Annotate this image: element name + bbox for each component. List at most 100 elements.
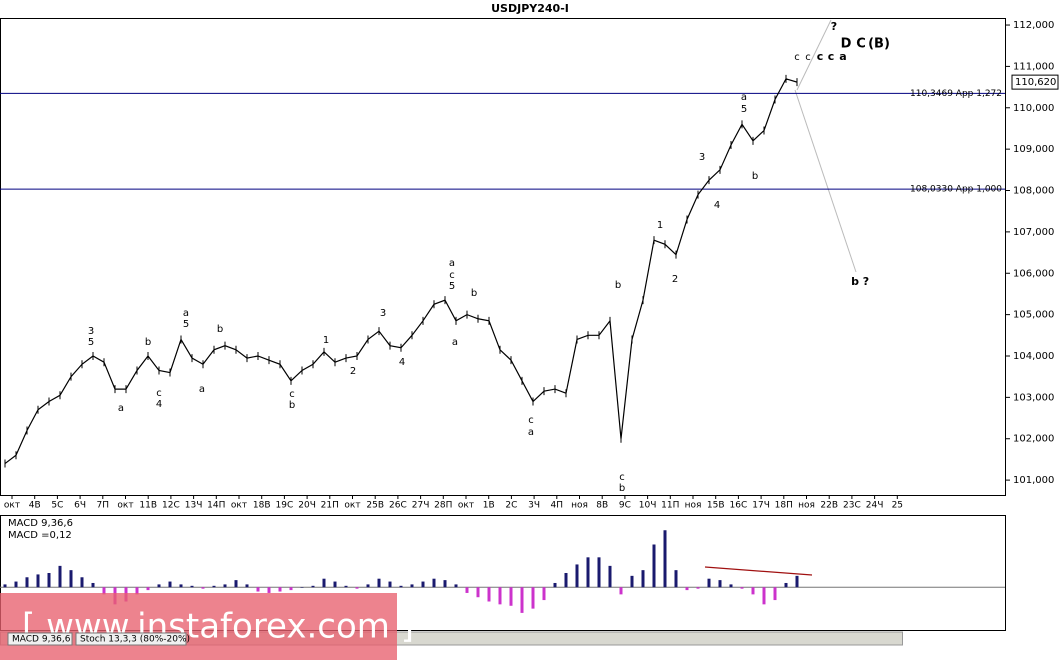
macd-bar [586,557,590,588]
macd-bar [641,570,645,588]
wave-label: b [851,275,859,288]
macd-bar [597,557,601,588]
x-tick-label: 18П [775,501,793,511]
macd-bar [685,587,689,591]
wave-label: b [145,337,151,348]
wave-label: a [741,92,747,103]
wave-label: a [118,403,124,414]
wave-label: c [449,270,455,281]
x-tick-label: ноя [798,501,815,511]
wave-label: b [217,324,223,335]
macd-bar [14,581,18,588]
macd-bar [410,584,414,588]
x-tick-label: 23С [843,501,861,511]
wave-label: 5 [741,104,747,115]
tab[interactable] [75,632,187,646]
wave-label: ? [863,275,869,288]
macd-bar [564,573,568,588]
macd-bar [696,587,700,589]
macd-bar [91,582,95,588]
wave-label: c [619,472,625,483]
tab-label[interactable]: MACD 9,36,6 [12,635,71,645]
macd-bar [674,570,678,588]
level-label: 110,3469 App 1,272 [910,89,1002,99]
x-tick-label: окт [231,501,247,511]
x-tick-label: 19С [276,501,294,511]
x-tick-label: окт [4,501,20,511]
macd-bar [344,585,348,588]
x-tick-label: 2С [505,501,517,511]
divergence-line [704,566,813,576]
macd-bar [454,584,458,588]
wave-label: c [794,52,800,63]
macd-bar [784,582,788,588]
x-tick-label: 4В [29,501,41,511]
x-tick-label: 6Ч [74,501,86,511]
macd-bar [355,587,359,589]
x-tick-label: 20Ч [298,501,316,511]
x-tick-label: 26С [389,501,407,511]
x-tick-label: 11В [139,501,157,511]
x-tick-label: 17Ч [752,501,770,511]
wave-label: c [817,50,824,63]
wave-label: a [199,384,205,395]
macd-bar [102,587,106,595]
macd-bar [212,585,216,588]
x-tick-label: 27Ч [412,501,430,511]
macd-bar [256,587,260,592]
wave-label: 3 [699,152,705,163]
x-tick-label: 8В [596,501,608,511]
macd-bar [652,544,656,588]
macd-bar [465,587,469,593]
tab-label[interactable]: Stoch 13,3,3 (80%-20%) [80,635,190,645]
macd-bar [542,587,546,601]
macd-bar [25,577,29,588]
y-tick-label: 101,000 [1013,475,1054,486]
macd-bar [663,530,667,588]
macd-bar [432,578,436,588]
macd-bar [773,587,777,601]
x-tick-label: 25 [892,501,903,511]
y-tick-label: 108,000 [1013,186,1054,197]
macd-bar [190,585,194,588]
x-tick-label: ноя [571,501,588,511]
macd-bar [80,577,84,588]
macd-readout: MACD =0,12 [8,530,72,541]
macd-bar [399,585,403,588]
macd-bar [740,587,744,589]
macd-bar [179,584,183,588]
wave-label: a [452,337,458,348]
macd-bar [795,575,799,588]
macd-bar [157,584,161,588]
wave-label: D [841,37,852,52]
macd-bar [135,587,139,595]
tab[interactable] [7,632,73,646]
wave-label: a [528,427,534,438]
macd-bar [487,587,491,602]
macd-title: MACD 9,36,6 [8,518,73,529]
x-tick-label: 28П [434,501,452,511]
x-tick-label: окт [458,501,474,511]
level-label: 108,0330 App 1,000 [910,185,1002,195]
wave-label: 5 [183,319,189,330]
macd-bar [718,580,722,588]
x-tick-label: 16С [730,501,748,511]
current-price-label: 110,620 [1015,77,1056,88]
macd-bar [751,587,755,595]
macd-bar [377,578,381,588]
wave-label: C [856,37,866,52]
wave-label: 1 [323,335,329,346]
macd-bar [168,581,172,588]
wave-label: b [615,280,621,291]
wave-label: b [619,483,625,494]
macd-bar [729,584,733,588]
wave-label: 2 [672,274,678,285]
wave-label: b [289,400,295,411]
current-price-box [1011,74,1059,90]
x-tick-label: 11П [661,501,679,511]
macd-bar [223,584,227,588]
wave-label: 4 [156,399,162,410]
x-tick-label: ноя [685,501,702,511]
wave-label: a [183,308,189,319]
